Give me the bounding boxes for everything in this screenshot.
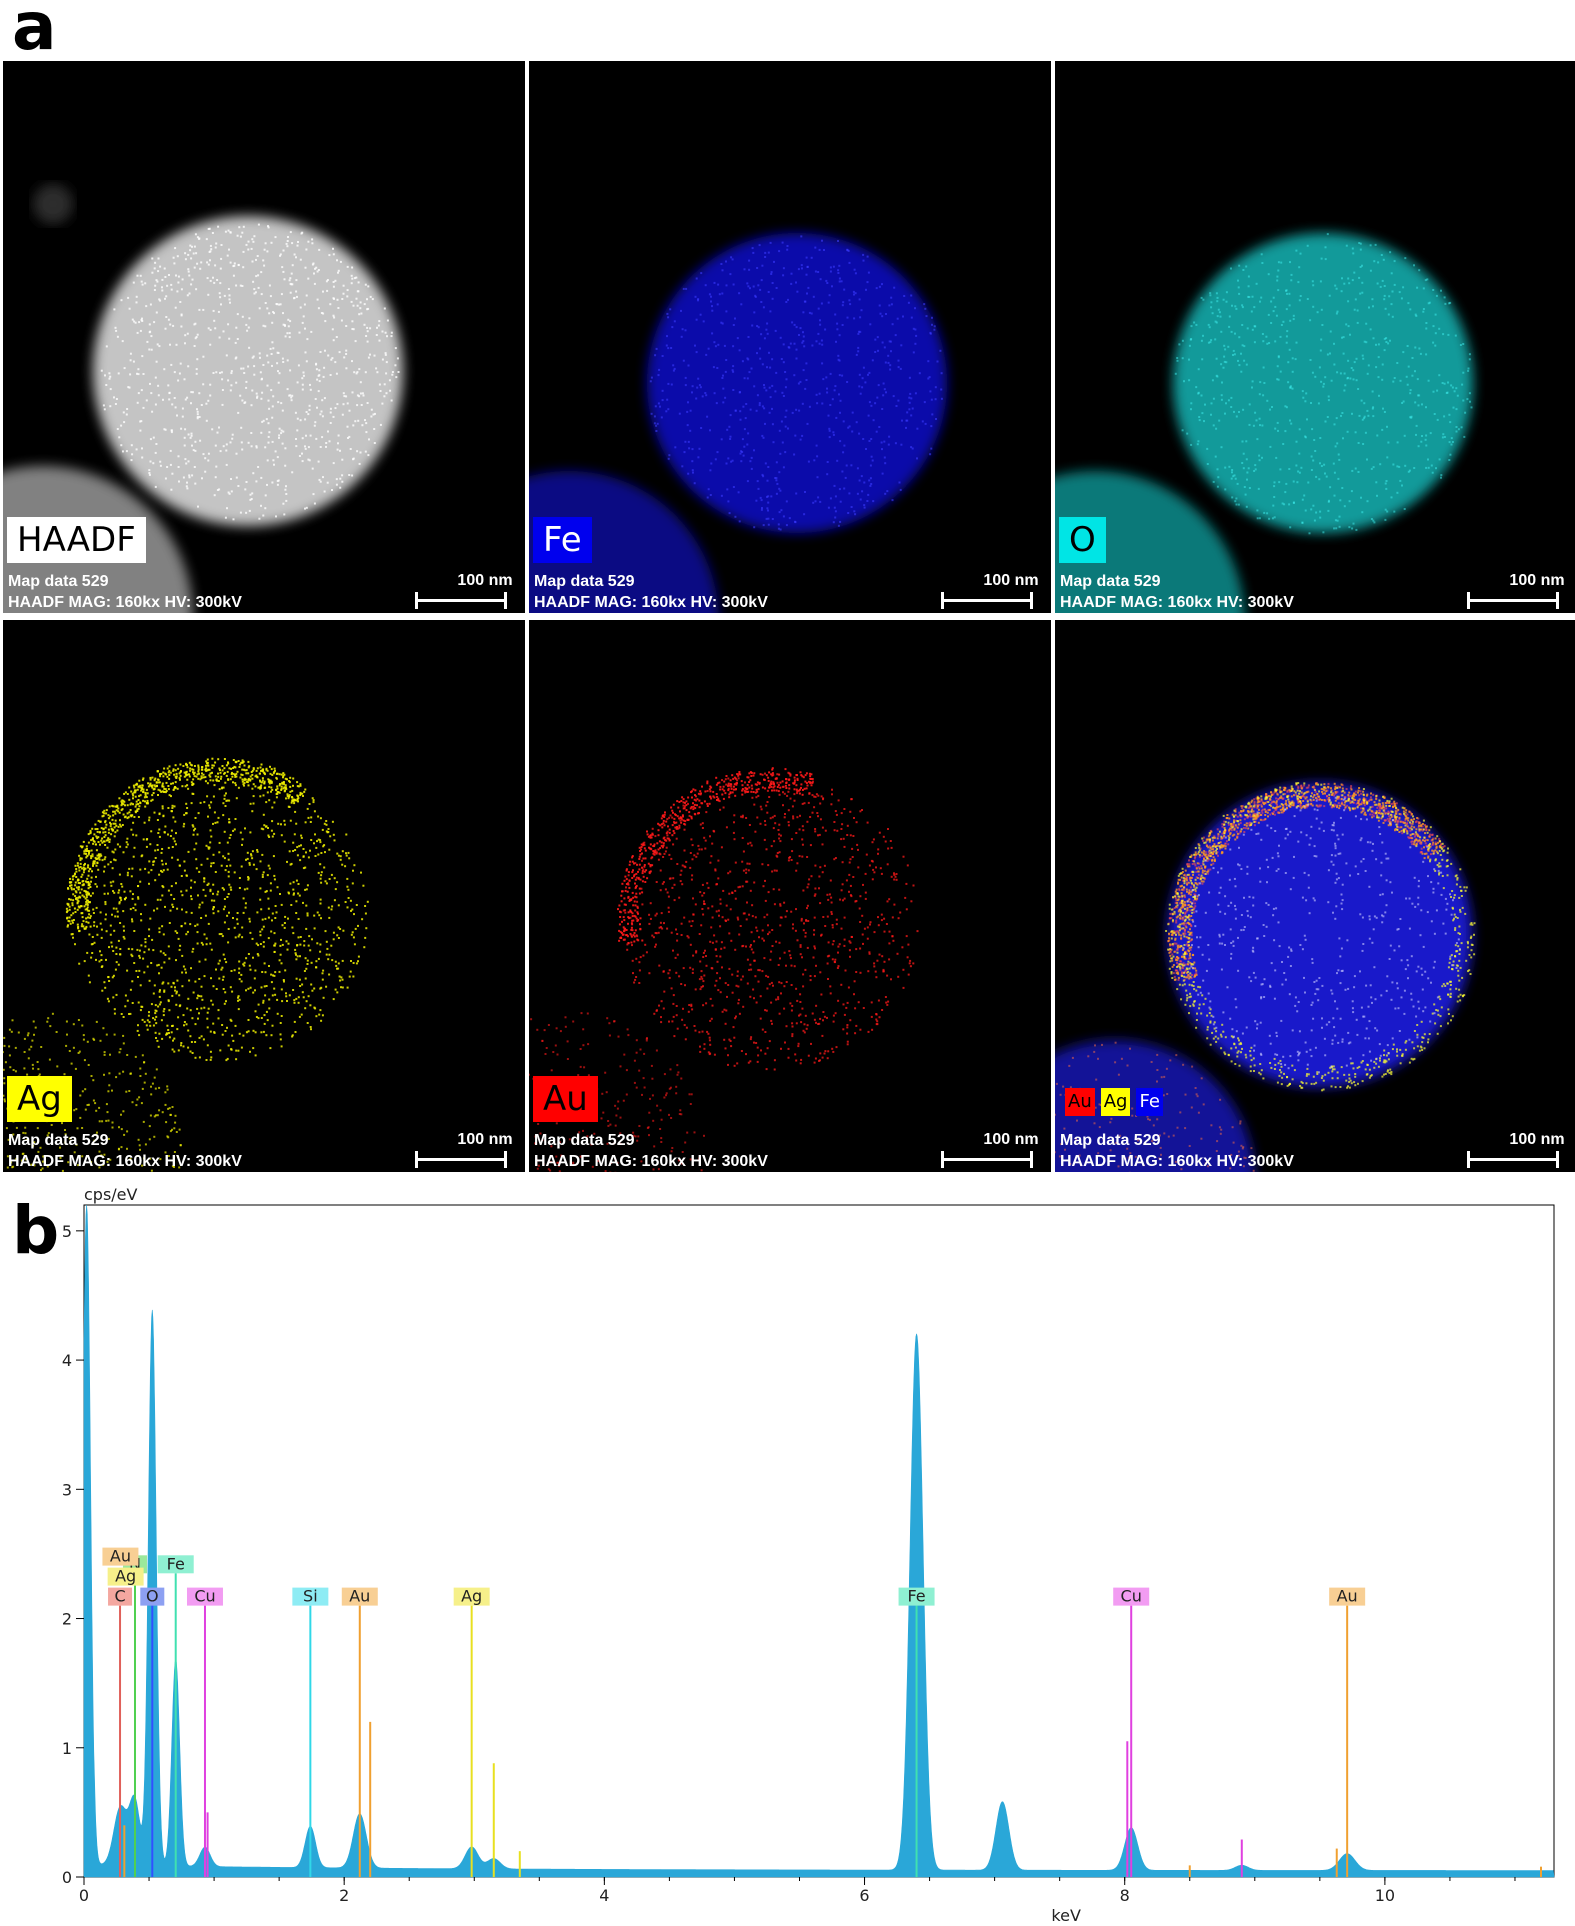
map-tile-overlay: Au Ag Fe Map data 529 HAADF MAG: 160kx HV: 3… <box>1055 620 1575 1172</box>
marker-label-au: Au <box>1337 1587 1358 1606</box>
map-image <box>529 233 947 613</box>
spectrum-area <box>83 1204 1555 1878</box>
overlay-tag-au: Au <box>1065 1088 1095 1116</box>
map-meta-settings: HAADF MAG: 160kx HV: 300kV <box>534 1153 768 1170</box>
map-image <box>3 184 403 613</box>
map-meta-settings: HAADF MAG: 160kx HV: 300kV <box>1060 1153 1294 1170</box>
plot-frame <box>83 1204 1555 1878</box>
stacked-label-bg <box>107 1567 144 1586</box>
marker-label-bg <box>140 1587 165 1606</box>
map-tile-au: Au Map data 529 HAADF MAG: 160kx HV: 300kV… <box>529 620 1051 1172</box>
element-tag-au: Au <box>533 1076 598 1122</box>
stacked-label-ag: Ag <box>115 1567 136 1586</box>
x-tick-label: 10 <box>1375 1886 1395 1905</box>
x-tick-label: 0 <box>79 1886 89 1905</box>
element-tag-o: O <box>1059 517 1106 563</box>
marker-label-cu: Cu <box>1121 1587 1142 1606</box>
map-tile-ag: Ag Map data 529 HAADF MAG: 160kx HV: 300kV… <box>3 620 525 1172</box>
x-tick-label: 2 <box>339 1886 349 1905</box>
scale-bar-label: 100 nm <box>1509 1131 1565 1148</box>
map-meta-title: Map data 529 <box>534 573 635 590</box>
scale-bar-label: 100 nm <box>457 1131 513 1148</box>
stacked-label-bg <box>102 1547 139 1566</box>
map-meta-title: Map data 529 <box>8 573 109 590</box>
panel-letter-a: a <box>12 0 57 65</box>
marker-label-bg <box>1329 1587 1366 1606</box>
map-tile-fe: Fe Map data 529 HAADF MAG: 160kx HV: 300kV… <box>529 61 1051 613</box>
stacked-label-au: Au <box>110 1547 131 1566</box>
x-tick-label: 4 <box>599 1886 609 1905</box>
element-tag-fe: Fe <box>533 517 592 563</box>
x-tick-label: 8 <box>1120 1886 1130 1905</box>
map-meta-settings: HAADF MAG: 160kx HV: 300kV <box>8 1153 242 1170</box>
element-tag-haadf: HAADF <box>7 517 146 563</box>
overlay-tag-ag: Ag <box>1100 1088 1131 1116</box>
overlay-tag-fe: Fe <box>1136 1088 1163 1116</box>
scale-bar-label: 100 nm <box>983 1131 1039 1148</box>
map-tile-o: O Map data 529 HAADF MAG: 160kx HV: 300kV 1… <box>1055 61 1575 613</box>
marker-label-ag: Ag <box>461 1587 482 1606</box>
marker-label-si: Si <box>303 1587 318 1606</box>
scale-bar-label: 100 nm <box>1509 572 1565 589</box>
marker-label-bg <box>898 1587 935 1606</box>
y-tick-label: 3 <box>62 1480 72 1499</box>
map-image <box>1055 233 1473 613</box>
overlay-legend: Au Ag Fe <box>1065 1088 1163 1116</box>
y-tick-label: 5 <box>62 1222 72 1241</box>
scale-bar-label: 100 nm <box>983 572 1039 589</box>
map-tile-haadf: HAADF Map data 529 HAADF MAG: 160kx HV: 30… <box>3 61 525 613</box>
map-meta-title: Map data 529 <box>534 1132 635 1149</box>
marker-label-bg <box>1113 1587 1150 1606</box>
map-meta-settings: HAADF MAG: 160kx HV: 300kV <box>1060 594 1294 611</box>
marker-label-c: C <box>114 1587 125 1606</box>
scale-bar <box>415 592 507 609</box>
marker-label-bg <box>341 1587 378 1606</box>
x-axis-label: keV <box>1051 1906 1081 1925</box>
y-axis-label: cps/eV <box>84 1188 138 1204</box>
element-markers: CNOFeCuSiAuAgFeCuAuAuAg <box>102 1547 1366 1877</box>
eds-spectrum-chart: CNOFeCuSiAuAgFeCuAuAuAg0246810012345keVc… <box>62 1188 1555 1925</box>
map-meta-title: Map data 529 <box>1060 573 1161 590</box>
panel-letter-b: b <box>12 1192 60 1269</box>
marker-label-fe: Fe <box>907 1587 925 1606</box>
marker-label-bg <box>453 1587 490 1606</box>
scale-bar <box>415 1151 507 1168</box>
map-image <box>3 757 369 1172</box>
map-meta-title: Map data 529 <box>8 1132 109 1149</box>
marker-label-fe: Fe <box>167 1554 185 1573</box>
element-tag-ag: Ag <box>7 1076 72 1122</box>
y-tick-label: 2 <box>62 1610 72 1629</box>
scale-bar <box>1467 592 1559 609</box>
marker-label-cu: Cu <box>194 1587 215 1606</box>
marker-label-bg <box>186 1587 223 1606</box>
scale-bar <box>1467 1151 1559 1168</box>
map-meta-title: Map data 529 <box>1060 1132 1161 1149</box>
scale-bar <box>941 1151 1033 1168</box>
map-meta-settings: HAADF MAG: 160kx HV: 300kV <box>8 594 242 611</box>
scale-bar <box>941 592 1033 609</box>
map-meta-settings: HAADF MAG: 160kx HV: 300kV <box>534 594 768 611</box>
marker-label-o: O <box>146 1587 159 1606</box>
marker-label-bg <box>292 1587 329 1606</box>
y-tick-label: 0 <box>62 1868 72 1887</box>
y-tick-label: 1 <box>62 1739 72 1758</box>
map-image <box>529 767 919 1172</box>
marker-label-bg <box>108 1587 133 1606</box>
scale-bar-label: 100 nm <box>457 572 513 589</box>
y-tick-label: 4 <box>62 1351 72 1370</box>
marker-label-au: Au <box>349 1587 370 1606</box>
x-tick-label: 6 <box>859 1886 869 1905</box>
marker-label-bg <box>157 1555 194 1574</box>
